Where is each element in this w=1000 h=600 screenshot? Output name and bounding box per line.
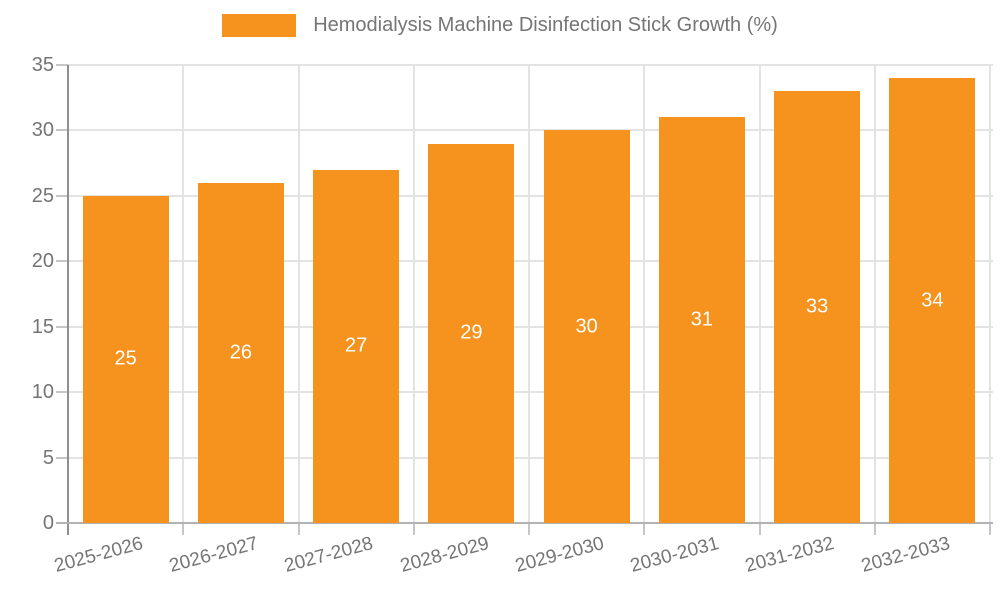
x-tick-label: 2025-2026: [51, 533, 146, 577]
y-axis-tick: [56, 194, 68, 197]
x-tick-label: 2028-2029: [397, 533, 491, 577]
chart-legend[interactable]: Hemodialysis Machine Disinfection Stick …: [0, 14, 1000, 37]
bar-value-label: 30: [575, 315, 598, 338]
x-gridline: [758, 65, 761, 523]
y-axis-line: [67, 65, 69, 535]
x-tick-label: 2031-2032: [743, 533, 837, 577]
x-axis-tick: [297, 523, 300, 535]
x-axis-tick: [873, 523, 876, 535]
y-axis-tick: [56, 325, 68, 328]
y-gridline: [68, 64, 993, 66]
bar-value-label: 31: [690, 308, 713, 331]
x-tick-label: 2030-2031: [628, 533, 722, 577]
y-tick-label: 20: [31, 250, 54, 273]
x-tick-label: 2027-2028: [282, 533, 376, 577]
y-tick-label: 25: [31, 184, 54, 207]
y-axis-tick: [56, 260, 68, 263]
x-axis-tick: [643, 523, 646, 535]
y-gridline: [68, 194, 993, 197]
x-axis-tick: [528, 523, 530, 535]
x-axis-tick: [989, 523, 991, 535]
bar[interactable]: [543, 130, 630, 523]
bar[interactable]: [658, 117, 745, 523]
bar-value-label: 27: [345, 334, 368, 357]
x-gridline: [412, 65, 415, 523]
y-axis-tick: [56, 391, 68, 394]
x-gridline: [873, 65, 876, 523]
bar[interactable]: [774, 91, 861, 523]
y-axis-tick: [56, 64, 68, 66]
y-axis-tick: [56, 456, 68, 459]
x-tick-label: 2029-2030: [512, 533, 607, 577]
x-axis-tick: [182, 523, 185, 535]
x-gridline: [643, 65, 646, 523]
x-tick-label: 2032-2033: [858, 533, 952, 577]
bar-value-label: 26: [229, 341, 252, 364]
bar[interactable]: [428, 143, 515, 523]
bar-value-label: 34: [921, 289, 944, 312]
y-tick-label: 15: [31, 315, 54, 338]
y-tick-label: 35: [31, 54, 54, 76]
bar-value-label: 29: [460, 321, 483, 344]
legend-swatch-icon: [222, 14, 297, 37]
y-gridline: [68, 325, 993, 328]
bar[interactable]: [889, 78, 976, 523]
x-gridline: [297, 65, 300, 523]
bar[interactable]: [197, 182, 284, 523]
y-gridline: [68, 129, 993, 132]
x-gridline: [528, 65, 530, 523]
legend-label: Hemodialysis Machine Disinfection Stick …: [313, 14, 778, 36]
y-axis-tick: [56, 129, 68, 132]
x-tick-label: 2026-2027: [167, 533, 261, 577]
x-gridline: [182, 65, 185, 523]
x-axis-line: [56, 522, 993, 524]
y-gridline: [68, 456, 993, 459]
x-axis-tick: [758, 523, 761, 535]
y-tick-label: 30: [31, 119, 54, 142]
x-gridline: [989, 65, 991, 523]
y-tick-label: 0: [42, 512, 54, 534]
y-tick-label: 10: [31, 381, 54, 404]
bar[interactable]: [313, 169, 400, 523]
bar[interactable]: [82, 195, 169, 523]
y-tick-label: 5: [42, 446, 54, 469]
bar-value-label: 25: [114, 347, 137, 370]
y-gridline: [68, 260, 993, 263]
y-gridline: [68, 391, 993, 394]
x-axis-tick: [412, 523, 415, 535]
bar-value-label: 33: [806, 295, 829, 318]
